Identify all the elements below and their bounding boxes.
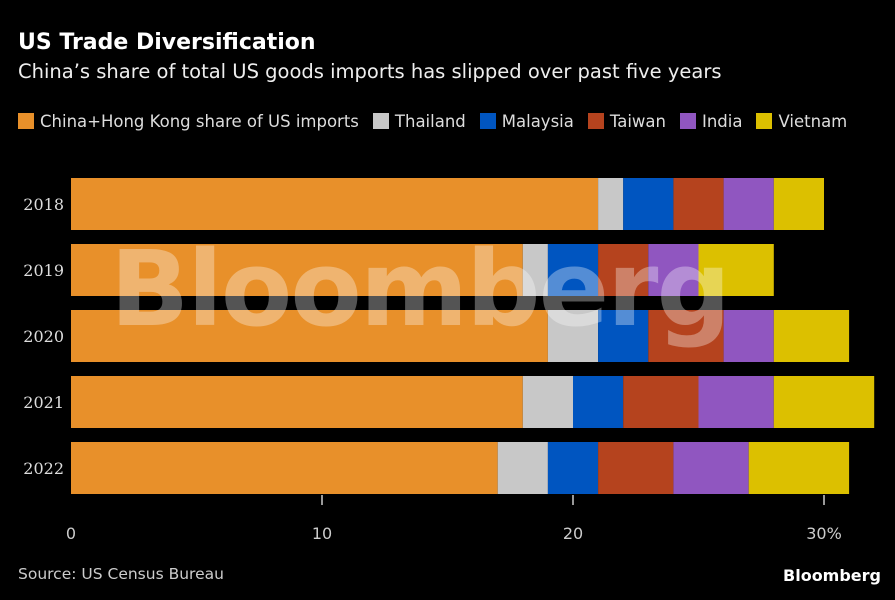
legend-item: Malaysia <box>479 106 574 137</box>
legend-swatch <box>679 113 696 129</box>
category-label: 2020 <box>23 327 64 346</box>
bar-segment <box>71 442 498 494</box>
tick-label: 10 <box>312 524 332 543</box>
bar-segment <box>723 310 774 362</box>
legend-label: India <box>701 112 743 131</box>
bar-segment <box>547 310 599 362</box>
legend-swatch <box>587 113 604 129</box>
bar-segment <box>673 442 749 494</box>
bar-segment <box>71 310 548 362</box>
legend-item: India <box>679 106 743 137</box>
chart-subtitle: China’s share of total US goods imports … <box>18 60 722 83</box>
bar-segment <box>547 244 599 296</box>
bar-segment <box>773 178 824 230</box>
bar-segment <box>497 442 548 494</box>
bar-segment <box>71 376 523 428</box>
chart-title: US Trade Diversification <box>18 30 316 55</box>
bar-segment <box>723 178 774 230</box>
category-label: 2018 <box>23 195 64 214</box>
bar-segment <box>748 442 850 494</box>
legend-swatch <box>18 113 34 129</box>
legend-item: Vietnam <box>756 106 847 137</box>
legend-item: Thailand <box>372 106 466 137</box>
bar-segment <box>673 178 724 230</box>
category-label: 2021 <box>23 393 64 412</box>
bar-segment <box>648 244 699 296</box>
tick-label: 30% <box>806 524 842 543</box>
bar-segment <box>648 310 724 362</box>
legend-label: Vietnam <box>778 112 848 131</box>
legend-item: China+Hong Kong share of US imports <box>18 106 359 137</box>
bar-segment <box>698 376 774 428</box>
bar-segment <box>623 376 699 428</box>
bar-segment <box>522 244 548 296</box>
bar-segment <box>623 178 674 230</box>
legend-swatch <box>372 113 389 129</box>
category-label: 2019 <box>23 261 64 280</box>
bar-segment <box>598 442 674 494</box>
bar-segment <box>71 244 523 296</box>
tick-label: 0 <box>66 524 76 543</box>
bar-segment <box>598 244 649 296</box>
bar-segment <box>522 376 573 428</box>
legend-item: Taiwan <box>587 106 666 137</box>
bar-segment <box>773 376 875 428</box>
bar-segment <box>71 178 599 230</box>
bar-segment <box>573 376 624 428</box>
bar-segment <box>773 310 850 362</box>
brand-logo: Bloomberg <box>783 566 881 585</box>
source-note: Source: US Census Bureau <box>18 565 224 583</box>
legend: China+Hong Kong share of US imports Thail… <box>18 106 878 137</box>
tick-label: 20 <box>563 524 583 543</box>
legend-swatch <box>479 113 496 129</box>
legend-label: China+Hong Kong share of US imports <box>40 112 359 131</box>
category-label: 2022 <box>23 459 64 478</box>
bar-segment <box>547 442 599 494</box>
legend-label: Malaysia <box>501 112 574 131</box>
legend-label: Taiwan <box>609 112 666 131</box>
legend-swatch <box>756 113 773 129</box>
legend-label: Thailand <box>394 112 466 131</box>
bar-segment <box>598 178 624 230</box>
bar-segment <box>698 244 774 296</box>
bar-segment <box>598 310 649 362</box>
